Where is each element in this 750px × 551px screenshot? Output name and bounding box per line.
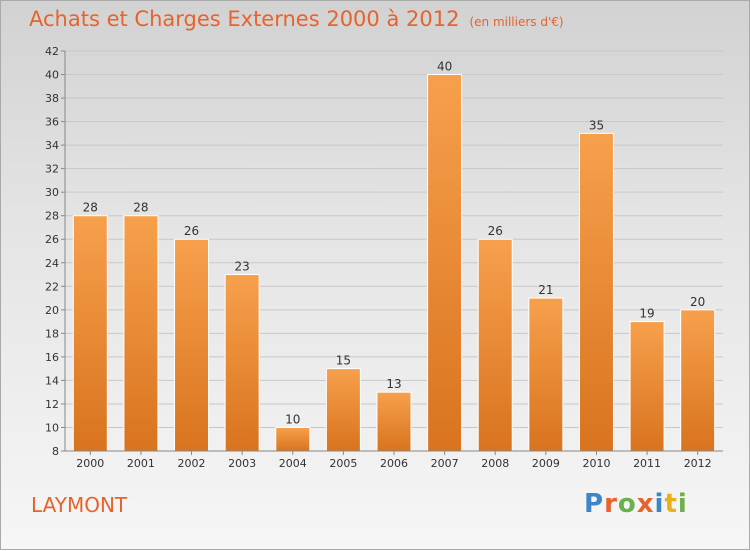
bar — [477, 238, 513, 452]
logo-letter: r — [604, 489, 618, 519]
y-tick-label: 40 — [45, 69, 59, 82]
y-tick-label: 22 — [45, 280, 59, 293]
y-tick-label: 28 — [45, 210, 59, 223]
x-tick-label: 2008 — [481, 457, 509, 470]
bar-value-label: 23 — [235, 260, 250, 274]
y-tick-label: 18 — [45, 327, 59, 340]
bar — [72, 215, 108, 452]
bar — [123, 215, 159, 452]
logo-letter: x — [636, 489, 655, 519]
bar — [578, 132, 614, 452]
x-tick-label: 2003 — [228, 457, 256, 470]
y-tick-label: 32 — [45, 163, 59, 176]
bar — [629, 321, 665, 452]
x-tick-label: 2000 — [76, 457, 104, 470]
bar — [325, 368, 361, 452]
y-tick-label: 12 — [45, 398, 59, 411]
y-tick-label: 10 — [45, 421, 59, 434]
x-tick-label: 2010 — [582, 457, 610, 470]
bar-value-label: 28 — [83, 201, 98, 215]
bar-value-label: 15 — [336, 354, 351, 368]
x-tick-label: 2002 — [178, 457, 206, 470]
y-tick-label: 20 — [45, 304, 59, 317]
chart-subtitle: (en milliers d'€) — [469, 15, 564, 29]
bar — [275, 426, 311, 452]
x-tick-label: 2009 — [532, 457, 560, 470]
y-tick-label: 16 — [45, 351, 59, 364]
bar — [427, 74, 463, 452]
x-tick-label: 2004 — [279, 457, 307, 470]
chart-title: Achats et Charges Externes 2000 à 2012 (e… — [29, 7, 564, 31]
bar-value-label: 19 — [639, 307, 654, 321]
y-tick-label: 30 — [45, 186, 59, 199]
bar-value-label: 35 — [589, 118, 604, 132]
y-tick-label: 8 — [52, 445, 59, 458]
bar-value-label: 26 — [488, 224, 503, 238]
bar — [376, 391, 412, 452]
logo-letter: i — [654, 489, 665, 519]
x-tick-label: 2006 — [380, 457, 408, 470]
y-tick-label: 36 — [45, 116, 59, 129]
x-tick-label: 2011 — [633, 457, 661, 470]
bar-value-label: 21 — [538, 283, 553, 297]
y-tick-label: 34 — [45, 139, 59, 152]
bar-value-label: 10 — [285, 412, 300, 426]
bar-value-label: 20 — [690, 295, 705, 309]
x-tick-label: 2007 — [431, 457, 459, 470]
bars: 28 28 26 23 10 15 13 40 26 21 35 19 20 — [72, 60, 716, 452]
bar-value-label: 26 — [184, 224, 199, 238]
y-tick-label: 24 — [45, 257, 59, 270]
proxiti-logo: Proxiti — [584, 489, 688, 519]
x-tick-label: 2005 — [329, 457, 357, 470]
logo-letter: P — [584, 489, 605, 519]
commune-name: LAYMONT — [31, 493, 128, 517]
bar — [528, 297, 564, 452]
y-tick-label: 14 — [45, 374, 59, 387]
x-tick-label: 2001 — [127, 457, 155, 470]
logo-letter: i — [677, 489, 688, 519]
bar — [224, 274, 260, 452]
bar — [174, 238, 210, 452]
chart-title-text: Achats et Charges Externes 2000 à 2012 — [29, 7, 460, 31]
bar-value-label: 13 — [386, 377, 401, 391]
bar-value-label: 40 — [437, 60, 452, 74]
y-tick-label: 26 — [45, 233, 59, 246]
y-tick-label: 42 — [45, 45, 59, 58]
x-tick-label: 2012 — [684, 457, 712, 470]
y-tick-label: 38 — [45, 92, 59, 105]
bar-value-label: 28 — [133, 201, 148, 215]
logo-letter: o — [617, 489, 637, 519]
axes: 8 10 12 14 16 18 20 22 24 26 28 30 32 34 36 38 40 42 2000 2… — [45, 45, 723, 470]
bar — [680, 309, 716, 452]
logo-letter: t — [664, 489, 678, 519]
